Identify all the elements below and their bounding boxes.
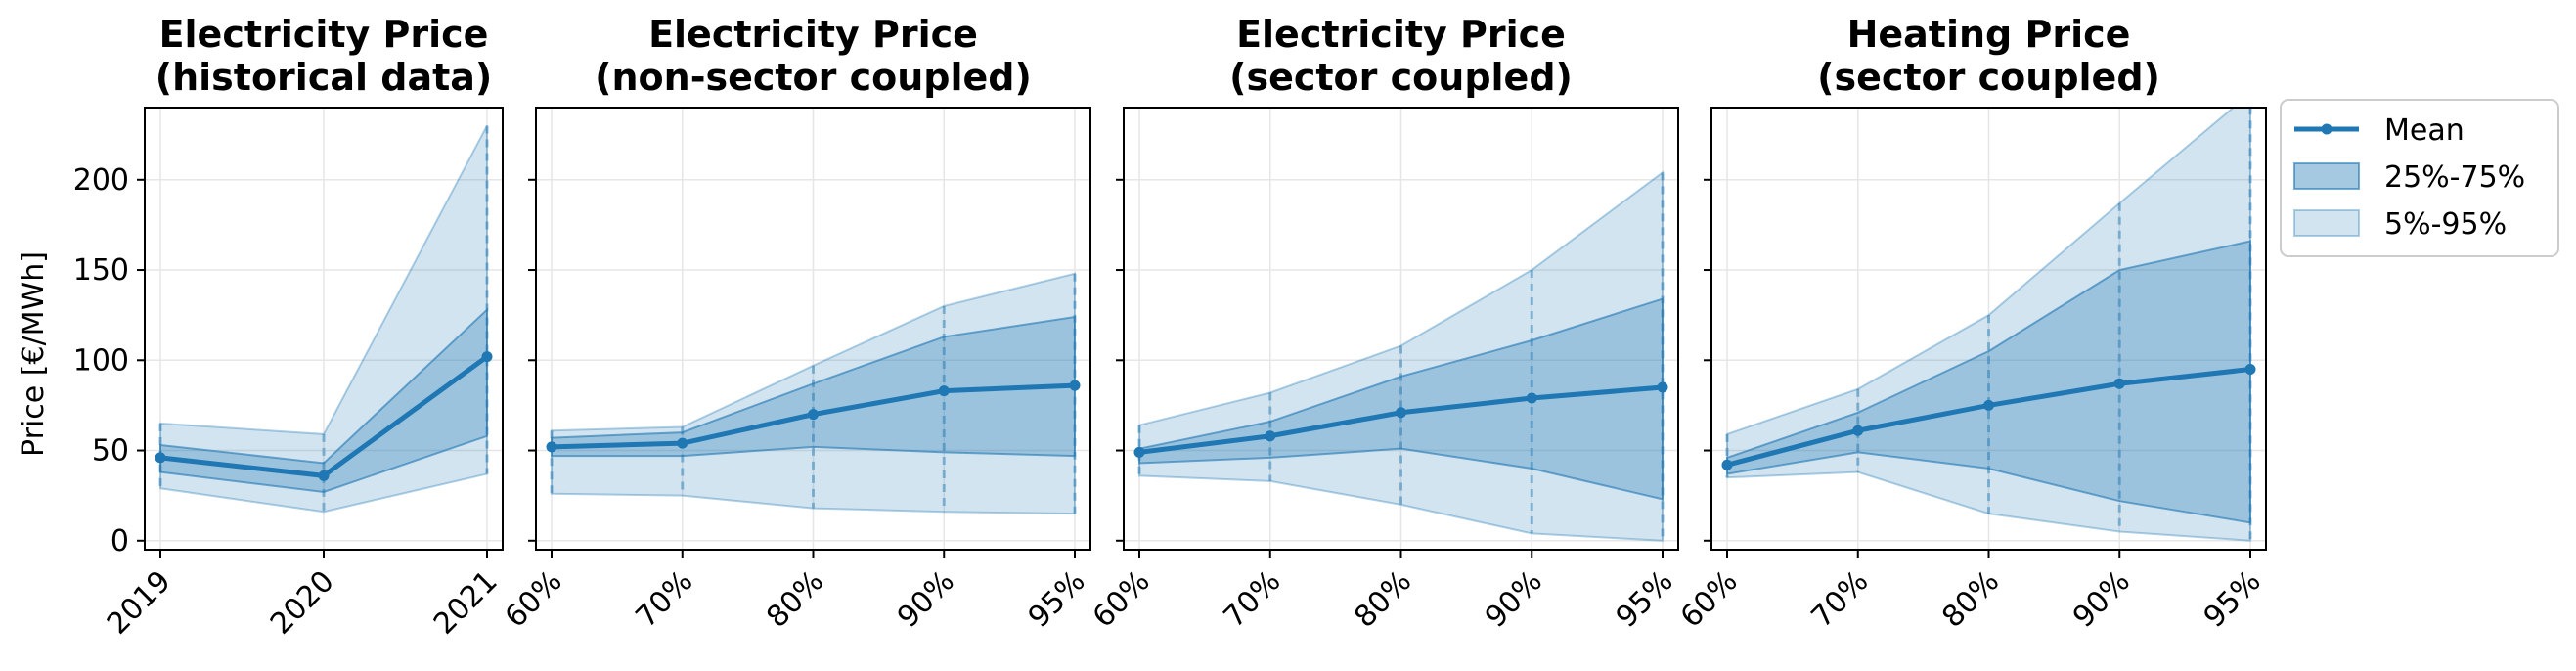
panel-title-line: Electricity Price [648, 13, 978, 56]
legend-label: 5%-95% [2384, 207, 2507, 242]
mean-point [1983, 399, 1994, 411]
mean-point [1721, 459, 1733, 470]
mean-point [677, 437, 688, 449]
legend-item-outer: 5%-95% [2293, 207, 2507, 242]
mean-point [481, 351, 493, 363]
x-tick-label: 95% [1022, 564, 1092, 635]
legend-swatch-marker [2321, 123, 2332, 135]
legend: Mean 25%-75% 5%-95% [2280, 99, 2559, 257]
legend-label: Mean [2384, 113, 2465, 148]
chart-panel-3: Electricity Price(sector coupled) 60% 70% 8… [1087, 13, 1680, 635]
chart-panel-2: Electricity Price(non-sector coupled) 60%… [499, 13, 1092, 635]
band-25-75 [551, 315, 1076, 458]
mean-point [1526, 392, 1537, 404]
y-tick-label: 50 [92, 434, 129, 469]
x-tick-label: 2021 [427, 564, 505, 642]
legend-box [2280, 99, 2559, 257]
mean-point [2244, 364, 2256, 376]
x-tick-label: 80% [1935, 564, 2006, 635]
x-tick-label: 80% [1348, 564, 1418, 635]
band-5-95 [551, 272, 1076, 515]
legend-item-iqr: 25%-75% [2293, 160, 2525, 195]
panel-title-line: Heating Price [1847, 13, 2131, 56]
panel-title-line: (non-sector coupled) [595, 56, 1032, 99]
panel-title-line: Electricity Price [159, 13, 489, 56]
mean-point [938, 385, 950, 397]
panels: Electricity Price(historical data)050100… [73, 13, 2268, 642]
mean-point [1657, 381, 1668, 393]
x-tick-label: 90% [2066, 564, 2137, 635]
x-tick-label: 60% [499, 564, 569, 635]
x-tick-label: 2020 [264, 564, 341, 642]
chart-panel-4: Heating Price(sector coupled) 60% 70% 80% 90… [1674, 13, 2268, 635]
mean-point [1852, 425, 1864, 436]
band-25-75 [159, 307, 488, 493]
x-tick-label: 60% [1674, 564, 1745, 635]
x-tick-label: 70% [1805, 564, 1876, 635]
band-5-95 [1138, 170, 1664, 542]
x-tick-label: 90% [891, 564, 961, 635]
mean-point [1133, 446, 1145, 458]
x-tick-label: 95% [2198, 564, 2268, 635]
legend-label: 25%-75% [2384, 160, 2525, 195]
x-tick-label: 90% [1479, 564, 1549, 635]
x-tick-label: 70% [1218, 564, 1288, 635]
y-tick-label: 150 [73, 253, 129, 288]
mean-point [318, 470, 330, 481]
mean-point [155, 452, 166, 464]
y-tick-label: 0 [111, 524, 129, 559]
panel-title-line: (sector coupled) [1817, 56, 2160, 99]
legend-item-mean: Mean [2294, 113, 2465, 148]
mean-point [1265, 430, 1276, 442]
band-25-75 [1138, 297, 1664, 501]
mean-point [2113, 378, 2125, 389]
x-tick-label: 95% [1610, 564, 1680, 635]
chart-panel-1: Electricity Price(historical data) 0 50 100… [73, 13, 505, 642]
legend-swatch-iqr [2293, 162, 2360, 190]
legend-swatch-outer [2293, 209, 2360, 237]
panel-title-line: (sector coupled) [1229, 56, 1573, 99]
y-tick-label: 100 [73, 343, 129, 378]
mean-point [1396, 407, 1406, 419]
x-tick-label: 2019 [101, 564, 178, 642]
x-tick-label: 60% [1087, 564, 1157, 635]
mean-point [1069, 380, 1081, 391]
x-tick-label: 80% [760, 564, 830, 635]
panel-title-line: (historical data) [155, 56, 493, 99]
y-tick-label: 200 [73, 163, 129, 198]
band-25-75 [1726, 240, 2251, 524]
x-tick-label: 70% [630, 564, 700, 635]
y-axis-label: Price [€/MWh] [17, 251, 51, 457]
mean-point [546, 441, 557, 453]
mean-point [808, 409, 819, 421]
panel-title-line: Electricity Price [1236, 13, 1566, 56]
